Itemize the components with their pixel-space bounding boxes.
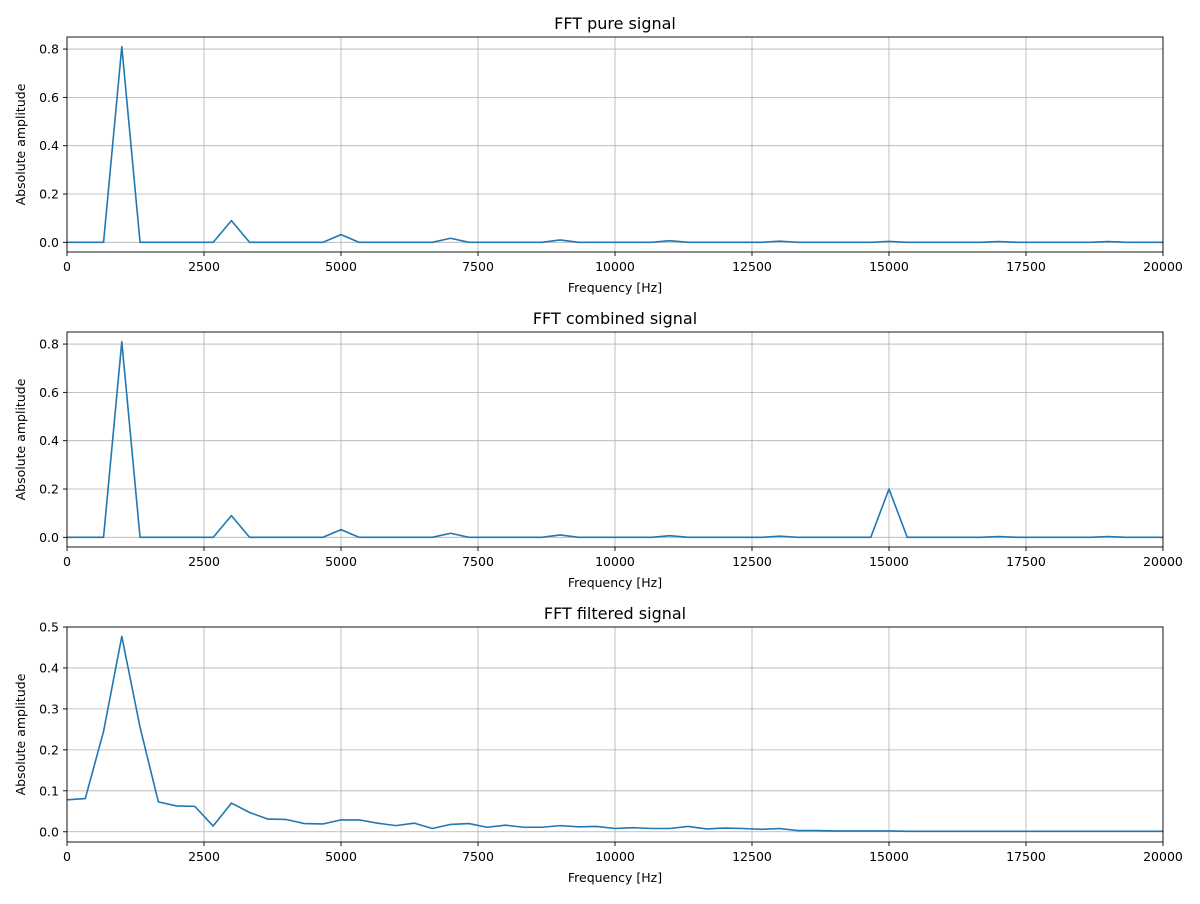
y-tick-label: 0.2 bbox=[39, 742, 59, 757]
y-tick-label: 0.4 bbox=[39, 138, 59, 153]
x-tick-label: 12500 bbox=[732, 554, 772, 569]
x-tick-label: 10000 bbox=[595, 259, 635, 274]
y-tick-label: 0.0 bbox=[39, 530, 59, 545]
x-tick-label: 7500 bbox=[462, 259, 494, 274]
x-tick-label: 0 bbox=[63, 554, 71, 569]
subplot-3: 0 2500 5000 7500 10000 12500 15000 17500 20000 0.… bbox=[13, 604, 1183, 885]
x-tick-label: 15000 bbox=[869, 259, 909, 274]
y-tick-label: 0.2 bbox=[39, 482, 59, 497]
y-tick-label: 0.2 bbox=[39, 187, 59, 202]
y-tick-label: 0.5 bbox=[39, 620, 59, 635]
y-axis-label: Absolute amplitude bbox=[13, 378, 28, 500]
subplot-2: 0 2500 5000 7500 10000 12500 15000 17500 20000 0.… bbox=[13, 309, 1183, 590]
y-tick-label: 0.1 bbox=[39, 783, 59, 798]
y-tick-label: 0.8 bbox=[39, 42, 59, 57]
x-tick-label: 17500 bbox=[1006, 554, 1046, 569]
x-tick-label: 17500 bbox=[1006, 259, 1046, 274]
x-tick-label: 10000 bbox=[595, 849, 635, 864]
chart-title: FFT filtered signal bbox=[544, 604, 686, 623]
y-tick-label: 0.0 bbox=[39, 824, 59, 839]
x-tick-label: 2500 bbox=[188, 259, 220, 274]
x-tick-label: 20000 bbox=[1143, 849, 1183, 864]
x-tick-label: 5000 bbox=[325, 849, 357, 864]
x-axis-label: Frequency [Hz] bbox=[568, 575, 662, 590]
y-tick-label: 0.8 bbox=[39, 337, 59, 352]
y-tick-label: 0.4 bbox=[39, 433, 59, 448]
x-tick-label: 0 bbox=[63, 849, 71, 864]
x-tick-label: 7500 bbox=[462, 554, 494, 569]
x-tick-label: 12500 bbox=[732, 259, 772, 274]
subplot-1: 0 2500 5000 7500 10000 12500 15000 17500 20000 0.… bbox=[13, 14, 1183, 295]
x-tick-label: 12500 bbox=[732, 849, 772, 864]
y-tick-label: 0.0 bbox=[39, 235, 59, 250]
x-tick-label: 5000 bbox=[325, 259, 357, 274]
x-tick-label: 10000 bbox=[595, 554, 635, 569]
x-tick-label: 2500 bbox=[188, 849, 220, 864]
x-tick-label: 15000 bbox=[869, 849, 909, 864]
y-tick-label: 0.4 bbox=[39, 660, 59, 675]
chart-title: FFT combined signal bbox=[533, 309, 697, 328]
x-tick-label: 20000 bbox=[1143, 554, 1183, 569]
chart-title: FFT pure signal bbox=[554, 14, 676, 33]
y-axis-label: Absolute amplitude bbox=[13, 83, 28, 205]
y-tick-label: 0.6 bbox=[39, 385, 59, 400]
y-tick-label: 0.3 bbox=[39, 701, 59, 716]
y-tick-label: 0.6 bbox=[39, 90, 59, 105]
x-tick-label: 15000 bbox=[869, 554, 909, 569]
x-tick-label: 20000 bbox=[1143, 259, 1183, 274]
y-axis-label: Absolute amplitude bbox=[13, 673, 28, 795]
x-tick-label: 2500 bbox=[188, 554, 220, 569]
x-tick-label: 7500 bbox=[462, 849, 494, 864]
x-tick-label: 17500 bbox=[1006, 849, 1046, 864]
x-tick-label: 0 bbox=[63, 259, 71, 274]
x-axis-label: Frequency [Hz] bbox=[568, 870, 662, 885]
x-tick-label: 5000 bbox=[325, 554, 357, 569]
x-axis-label: Frequency [Hz] bbox=[568, 280, 662, 295]
